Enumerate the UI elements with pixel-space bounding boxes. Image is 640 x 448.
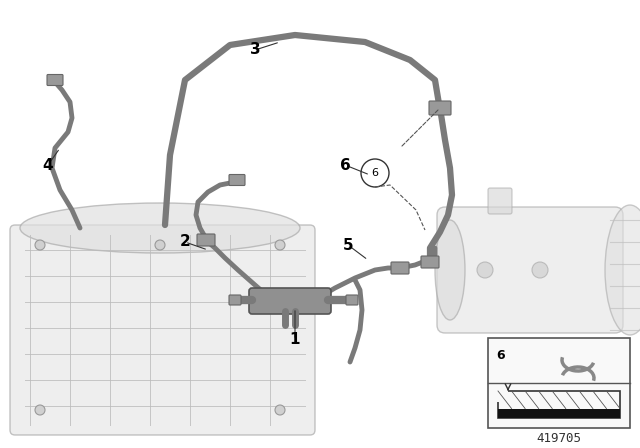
FancyBboxPatch shape: [437, 207, 623, 333]
FancyBboxPatch shape: [488, 188, 512, 214]
Ellipse shape: [605, 205, 640, 335]
FancyBboxPatch shape: [346, 295, 358, 305]
Text: 1: 1: [290, 332, 300, 348]
Text: 6: 6: [371, 168, 378, 178]
Bar: [498, 409, 620, 418]
Text: 419705: 419705: [536, 431, 582, 444]
FancyBboxPatch shape: [229, 175, 245, 185]
FancyBboxPatch shape: [391, 262, 409, 274]
Text: 6: 6: [340, 158, 350, 172]
FancyBboxPatch shape: [249, 288, 331, 314]
Circle shape: [275, 240, 285, 250]
Circle shape: [532, 262, 548, 278]
Circle shape: [35, 405, 45, 415]
Text: 4: 4: [43, 158, 53, 172]
FancyBboxPatch shape: [47, 74, 63, 86]
Ellipse shape: [20, 203, 300, 253]
FancyBboxPatch shape: [197, 234, 215, 246]
Text: 3: 3: [250, 43, 260, 57]
Text: 5: 5: [342, 237, 353, 253]
Circle shape: [155, 240, 165, 250]
Bar: [488, 338, 630, 428]
Circle shape: [477, 262, 493, 278]
Circle shape: [361, 159, 389, 187]
Circle shape: [275, 405, 285, 415]
Circle shape: [35, 240, 45, 250]
FancyBboxPatch shape: [429, 101, 451, 115]
FancyBboxPatch shape: [10, 225, 315, 435]
Text: 2: 2: [180, 234, 190, 250]
Text: 6: 6: [496, 349, 504, 362]
FancyBboxPatch shape: [229, 295, 241, 305]
FancyBboxPatch shape: [421, 256, 439, 268]
Ellipse shape: [435, 220, 465, 320]
